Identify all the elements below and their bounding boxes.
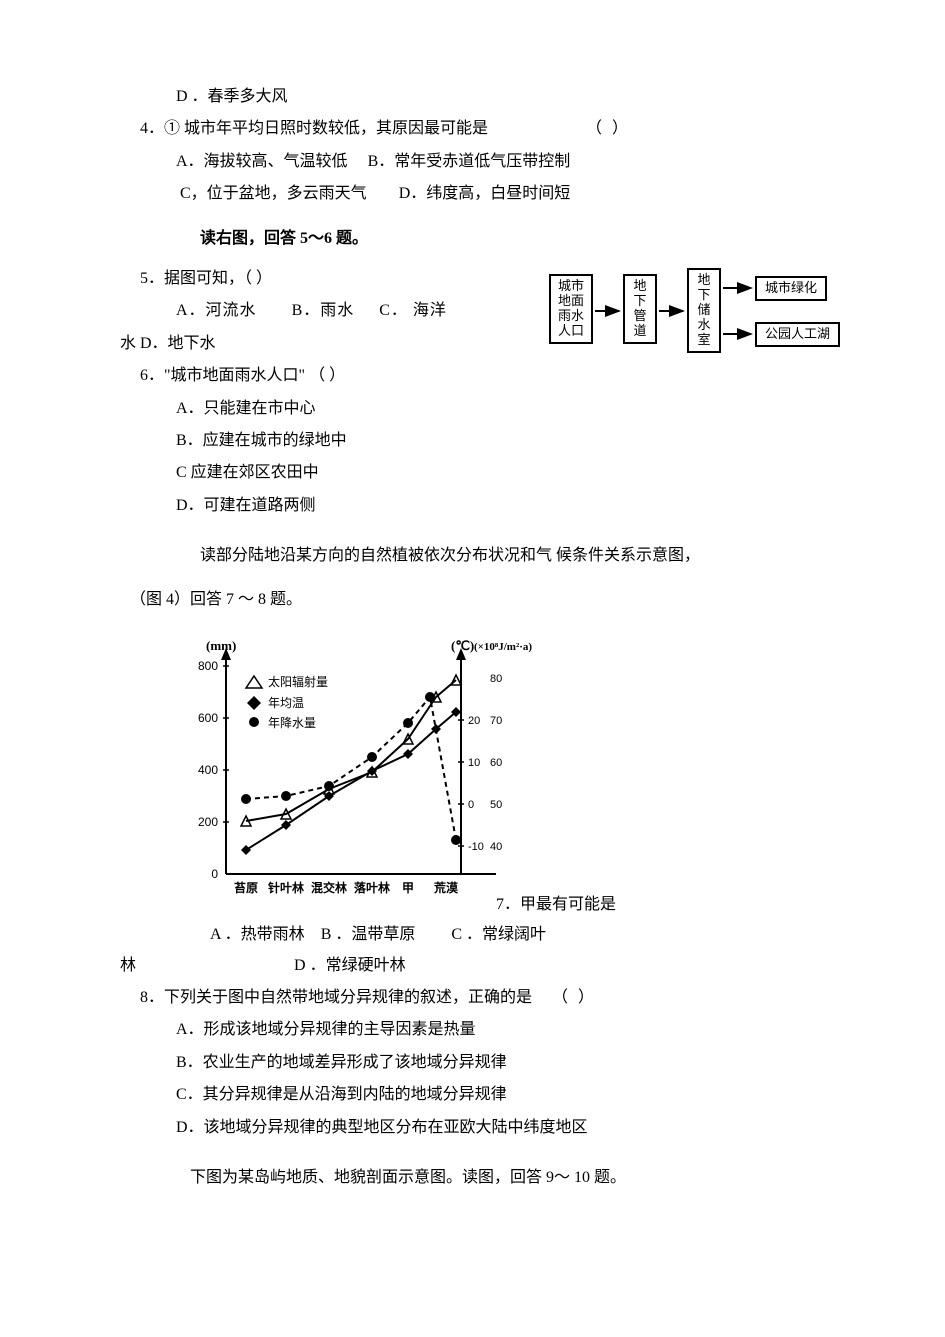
flowchart-diagram: 城市 地面 雨水 人口 地 下 管 道 地 下 储 水 室 城市绿化 公园人工湖: [545, 256, 855, 376]
y-ticks-right: -10 0 10 20 40 50 60 70 80: [458, 673, 502, 853]
q4-opt-a: A．海拔较高、气温较低: [176, 153, 348, 170]
q5-opt-b: B．雨水: [292, 302, 355, 319]
q8-opt-b: B．农业生产的地域差异形成了该地域分异规律: [140, 1048, 825, 1078]
svg-text:200: 200: [198, 815, 218, 829]
svg-text:70: 70: [490, 715, 502, 727]
svg-text:0: 0: [468, 799, 474, 811]
fc1-l1: 城市: [555, 279, 587, 294]
chart-ylabel-right-unit: (×10⁸J/m²·a): [474, 641, 532, 653]
q7-opt-c: C ．常绿阔叶: [451, 926, 546, 943]
fc2-l1: 地: [629, 279, 651, 294]
markers-precip: [241, 692, 461, 845]
flowchart-box-2: 地 下 管 道: [623, 274, 657, 344]
q8-stem-line: 8．下列关于图中自然带地域分异规律的叙述，正确的是 （ ）: [140, 983, 825, 1013]
q4-options-row1: A．海拔较高、气温较低 B．常年受赤道低气压带控制: [140, 147, 825, 177]
svg-text:800: 800: [198, 659, 218, 673]
svg-text:针叶林: 针叶林: [268, 880, 304, 895]
svg-text:50: 50: [490, 799, 502, 811]
svg-text:60: 60: [490, 757, 502, 769]
flowchart-box-3: 地 下 储 水 室: [687, 268, 721, 353]
y-ticks-left: 0 200 400 600 800: [198, 659, 229, 881]
chart-ylabel-right-c: (℃): [451, 638, 474, 653]
svg-text:甲: 甲: [402, 881, 414, 895]
q6-opt-d: D．可建在道路两侧: [140, 491, 825, 521]
fc3-l5: 室: [693, 333, 715, 348]
svg-text:太阳辐射量: 太阳辐射量: [268, 674, 328, 689]
svg-text:40: 40: [490, 841, 502, 853]
section-7-8-instruction-line1: 读部分陆地沿某方向的自然植被依次分布状况和气 候条件关系示意图，: [140, 541, 825, 571]
section-5-6-instruction: 读右图，回答 5～6 题。: [140, 224, 825, 254]
q6-opt-a: A．只能建在市中心: [140, 394, 825, 424]
q4-opt-d: D．纬度高，白昼时间短: [399, 185, 571, 202]
q7-options-row1: A ．热带雨林 B ．温带草原 C ．常绿阔叶: [140, 920, 825, 950]
flowchart-box-5: 公园人工湖: [755, 322, 840, 347]
q4-opt-b: B．常年受赤道低气压带控制: [368, 153, 571, 170]
q7-opt-a: A ．热带雨林: [210, 926, 305, 943]
q6-opt-c: C 应建在郊区农田中: [140, 458, 825, 488]
fc1-l2: 地面: [555, 294, 587, 309]
fc2-l3: 管: [629, 309, 651, 324]
q8-opt-c: C．其分异规律是从沿海到内陆的地域分异规律: [140, 1080, 825, 1110]
svg-text:落叶林: 落叶林: [354, 880, 390, 895]
svg-text:600: 600: [198, 711, 218, 725]
svg-text:0: 0: [211, 867, 218, 881]
flowchart-box-4: 城市绿化: [755, 276, 827, 301]
q5-opt-a: A．河流水: [176, 302, 257, 319]
fc1-l3: 雨水: [555, 309, 587, 324]
fc3-l4: 水: [693, 318, 715, 333]
chart-ylabel-left: (mm): [206, 638, 236, 653]
fc3-l1: 地: [693, 273, 715, 288]
legend: 太阳辐射量 年均温 年降水量: [246, 674, 328, 730]
q8-opt-d: D．该地域分异规律的典型地区分布在亚欧大陆中纬度地区: [140, 1113, 825, 1143]
q7-tail: 林: [120, 957, 136, 974]
fc3-l2: 下: [693, 288, 715, 303]
svg-text:10: 10: [468, 757, 480, 769]
chart-figure-4: 0 200 400 600 800 -10 0 10 20 40 50 60 7…: [176, 634, 536, 914]
svg-text:年降水量: 年降水量: [268, 716, 316, 730]
q4-paren: （ ）: [586, 120, 631, 137]
svg-text:荒漠: 荒漠: [433, 880, 459, 895]
q8-opt-a: A．形成该地域分异规律的主导因素是热量: [140, 1015, 825, 1045]
flowchart-box-1: 城市 地面 雨水 人口: [549, 274, 593, 344]
svg-text:苔原: 苔原: [234, 880, 258, 895]
q8-stem: 8．下列关于图中自然带地域分异规律的叙述，正确的是: [140, 989, 532, 1006]
svg-text:400: 400: [198, 763, 218, 777]
svg-text:20: 20: [468, 715, 480, 727]
svg-text:混交林: 混交林: [311, 880, 347, 895]
q7-opt-d: D ．常绿硬叶林: [294, 957, 406, 974]
svg-text:-10: -10: [468, 841, 484, 853]
fc3-l3: 储: [693, 303, 715, 318]
q3-option-d: D ．春季多大风: [140, 82, 825, 112]
q4-stem-line: 4．① 城市年平均日照时数较低，其原因最可能是 （ ）: [140, 114, 825, 144]
q7-opt-b: B ．温带草原: [321, 926, 416, 943]
fc2-l2: 下: [629, 294, 651, 309]
svg-text:年均温: 年均温: [268, 696, 304, 710]
x-categories: 苔原 针叶林 混交林 落叶林 甲 荒漠: [234, 880, 459, 895]
q5-q6-block: 城市 地面 雨水 人口 地 下 管 道 地 下 储 水 室 城市绿化 公园人工湖…: [140, 264, 825, 521]
section-9-10-instruction: 下图为某岛屿地质、地貌剖面示意图。读图，回答 9～ 10 题。: [140, 1163, 825, 1193]
chart-svg: 0 200 400 600 800 -10 0 10 20 40 50 60 7…: [176, 634, 536, 914]
section-7-8-instruction-line2: （图 4）回答 7 ～ 8 题。: [130, 585, 825, 615]
fc2-l4: 道: [629, 324, 651, 339]
q6-opt-b: B．应建在城市的绿地中: [140, 426, 825, 456]
fc1-l4: 人口: [555, 324, 587, 339]
q4-stem: 4．① 城市年平均日照时数较低，其原因最可能是: [140, 120, 488, 137]
q7-options-row2: 林 D ．常绿硬叶林: [120, 951, 825, 981]
q8-paren: （ ）: [552, 989, 597, 1006]
q4-options-row2: C，位于盆地，多云雨天气 D．纬度高，白昼时间短: [140, 179, 825, 209]
q4-opt-c: C，位于盆地，多云雨天气: [180, 185, 367, 202]
q5-opt-c: C． 海洋: [379, 302, 447, 319]
svg-text:80: 80: [490, 673, 502, 685]
